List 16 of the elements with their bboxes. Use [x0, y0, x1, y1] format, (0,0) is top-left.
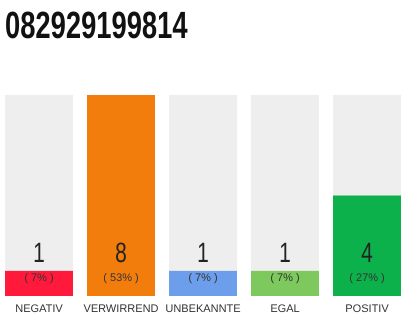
x-tick-label: VERWIRREND — [84, 303, 159, 315]
annotation: ( 7% ) — [270, 272, 300, 284]
data-label: 1 — [279, 238, 291, 269]
annotation: ( 7% ) — [24, 272, 54, 284]
annotation: ( 27% ) — [349, 272, 385, 284]
annotation: ( 7% ) — [188, 272, 218, 284]
data-label: 1 — [33, 238, 45, 269]
x-tick-label: POSITIV — [345, 303, 390, 315]
x-tick-label: UNBEKANNTE — [165, 303, 241, 315]
chart-title: 082929199814 — [5, 4, 188, 48]
x-tick-label: NEGATIV — [15, 303, 64, 315]
data-label: 4 — [361, 238, 374, 269]
annotation: ( 53% ) — [103, 272, 139, 284]
x-tick-label: EGAL — [270, 303, 300, 315]
data-label: 1 — [197, 238, 209, 269]
data-label: 8 — [115, 238, 127, 269]
